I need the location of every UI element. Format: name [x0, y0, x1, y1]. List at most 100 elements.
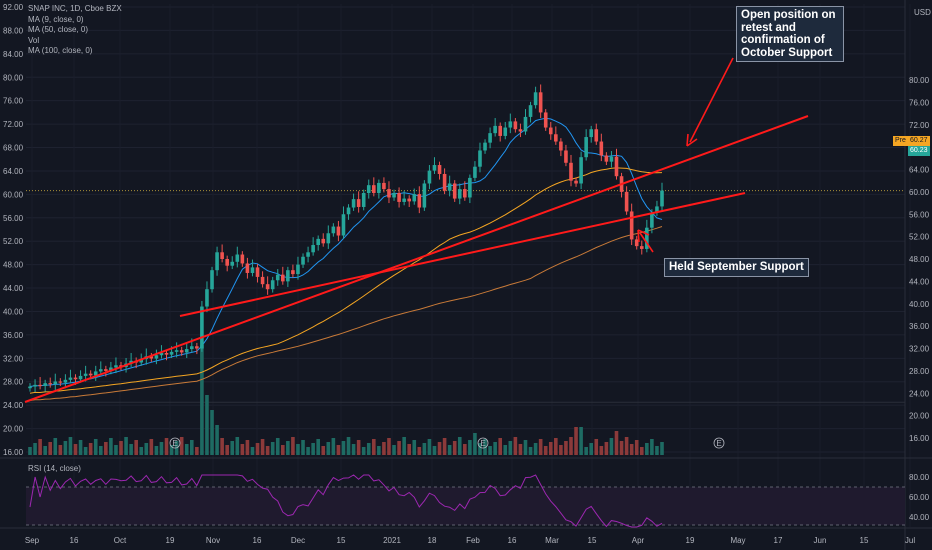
candle-body — [564, 150, 568, 163]
volume-bar — [215, 425, 219, 455]
volume-bar — [164, 438, 169, 455]
legend-symbol: SNAP INC, 1D, Cboe BZX — [28, 4, 122, 13]
volume-bar — [660, 442, 664, 455]
volume-bar — [372, 439, 376, 455]
right-axis-tick: 48.00 — [909, 255, 930, 264]
candle-body — [139, 359, 144, 363]
right-axis-tick: 44.00 — [909, 277, 930, 286]
candle-body — [88, 373, 93, 376]
candle-body — [53, 381, 58, 385]
right-axis-tick: 28.00 — [909, 367, 930, 376]
candle-body — [397, 192, 401, 202]
x-axis-tick: 16 — [70, 536, 79, 545]
candle-body — [331, 226, 336, 234]
volume-bar — [265, 446, 270, 455]
candle-body — [634, 239, 639, 247]
x-axis-tick: Jul — [905, 536, 915, 545]
volume-bar — [645, 443, 649, 455]
volume-bar — [442, 438, 447, 455]
volume-bar — [528, 447, 533, 455]
volume-bar — [73, 444, 78, 455]
volume-bar — [634, 440, 639, 455]
volume-bar — [614, 431, 619, 455]
candle-body — [503, 127, 508, 136]
volume-bar — [564, 441, 568, 455]
candle-body — [336, 226, 341, 236]
candle-body — [402, 198, 406, 202]
left-axis-tick: 40.00 — [3, 307, 24, 316]
candle-body — [538, 92, 543, 113]
x-axis-tick: Apr — [632, 536, 645, 545]
candle-body — [523, 116, 528, 132]
candle-body — [548, 127, 553, 135]
candle-body — [589, 129, 594, 138]
volume-bar — [579, 427, 583, 455]
volume-bar — [38, 439, 42, 455]
candle-body — [366, 185, 371, 193]
left-axis-tick: 36.00 — [3, 331, 24, 340]
left-axis-tick: 20.00 — [3, 425, 24, 434]
candle-body — [377, 182, 381, 193]
left-axis-tick: 68.00 — [3, 144, 24, 153]
volume-bar — [543, 446, 548, 455]
candle-body — [518, 129, 523, 132]
volume-bar — [624, 437, 629, 455]
candle-body — [291, 270, 295, 275]
candle-body — [432, 165, 437, 171]
right-axis-tick: 76.00 — [909, 98, 930, 107]
moving-averages — [29, 117, 663, 401]
arrow-held-head — [637, 229, 650, 243]
candle-body — [437, 165, 442, 174]
volume-bar — [240, 444, 245, 455]
volume-bar — [548, 442, 553, 455]
candle-body — [296, 264, 300, 275]
candle-body — [569, 162, 573, 181]
volume-bar — [650, 439, 654, 455]
candle-body — [179, 350, 184, 353]
volume-bar — [33, 443, 37, 455]
candle-body — [159, 352, 164, 356]
candle-body — [488, 133, 492, 143]
volume-bar — [134, 440, 138, 455]
candle-body — [189, 346, 194, 350]
annotation-retest: Open position on retest and confirmation… — [736, 6, 844, 62]
candle-body — [104, 369, 108, 371]
x-axis-tick: Jun — [814, 536, 827, 545]
volume-bar — [422, 443, 427, 455]
volume-bar — [114, 445, 118, 455]
candle-body — [452, 183, 457, 199]
volume-bar — [159, 442, 164, 455]
volume-bar — [260, 439, 265, 455]
volume-bar — [200, 345, 204, 455]
volume-bar — [503, 445, 508, 455]
candle-body — [356, 199, 361, 207]
candle-body — [508, 121, 513, 128]
volume-bar — [483, 439, 487, 455]
candle-body — [382, 182, 386, 190]
volume-bar — [468, 440, 472, 455]
candle-body — [311, 245, 315, 253]
candle-body — [286, 270, 290, 282]
volume-bar — [463, 444, 467, 455]
rsi-legend: RSI (14, close) — [28, 464, 81, 473]
candle-body — [346, 207, 351, 215]
volume-bar — [518, 444, 523, 455]
volume-bar — [594, 439, 599, 455]
volume-bar — [397, 441, 401, 455]
left-axis-tick: 72.00 — [3, 120, 24, 129]
candle-body — [650, 212, 654, 228]
left-axis-tick: 44.00 — [3, 284, 24, 293]
x-axis-tick: 16 — [508, 536, 517, 545]
volume-bar — [604, 442, 609, 455]
ma9-line — [29, 117, 663, 387]
candlesticks — [28, 84, 664, 393]
candle-body — [533, 92, 538, 106]
volume-bar — [366, 443, 371, 455]
left-axis-tick: 84.00 — [3, 50, 24, 59]
candle-body — [473, 166, 477, 178]
volume-bar — [48, 442, 53, 455]
candle-body — [493, 125, 497, 134]
arrow-held — [639, 232, 654, 253]
earnings-marker — [477, 437, 489, 449]
